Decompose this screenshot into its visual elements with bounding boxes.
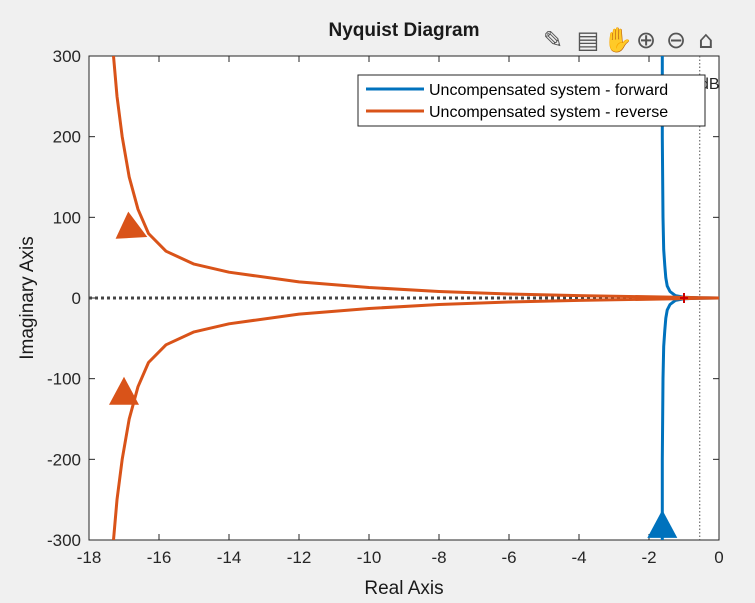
zoom-in-icon[interactable]: ⊕ (636, 26, 656, 54)
legend[interactable]: Uncompensated system - forward Uncompens… (357, 74, 706, 127)
x-tick-label: 0 (714, 548, 723, 567)
x-tick-label: -6 (501, 548, 516, 567)
x-tick-label: -12 (287, 548, 312, 567)
x-tick-label: -18 (77, 548, 102, 567)
series-forward-line[interactable] (660, 56, 719, 540)
direction-arrows (109, 211, 678, 538)
series-reverse-line[interactable] (112, 56, 720, 540)
y-tick-label: 200 (53, 128, 81, 147)
x-tick-label: -10 (357, 548, 382, 567)
y-tick-label: 0 (72, 289, 81, 308)
brush-icon[interactable]: ✎ (543, 26, 563, 54)
zoom-out-icon[interactable]: ⊖ (666, 26, 686, 54)
y-tick-label: 100 (53, 208, 81, 227)
datatip-icon[interactable]: ▤ (577, 26, 600, 54)
home-icon[interactable]: ⌂ (698, 26, 713, 54)
axis-ticks: -18 -16 -14 -12 -10 -8 -6 -4 -2 0 300 200 100 0 -100 -2… (47, 47, 724, 567)
y-axis-label: Imaginary Axis (17, 236, 38, 360)
series-group (112, 56, 720, 540)
y-tick-label: -200 (47, 450, 81, 469)
chart-title: Nyquist Diagram (329, 20, 480, 41)
critical-point-marker (680, 293, 688, 303)
x-tick-label: -8 (431, 548, 446, 567)
x-tick-label: -4 (571, 548, 586, 567)
direction-arrow (115, 211, 148, 239)
legend-item-reverse: Uncompensated system - reverse (429, 104, 668, 121)
direction-arrow (109, 376, 139, 405)
x-tick-label: -2 (641, 548, 656, 567)
direction-arrow (647, 509, 678, 538)
y-tick-label: -100 (47, 370, 81, 389)
x-tick-label: -14 (217, 548, 242, 567)
y-tick-label: -300 (47, 531, 81, 550)
y-tick-label: 300 (53, 47, 81, 66)
axes-toolbar: ✎ ▤ ✋ ⊕ ⊖ ⌂ (543, 26, 714, 54)
x-tick-label: -16 (147, 548, 172, 567)
x-axis-label: Real Axis (364, 578, 443, 599)
legend-item-forward: Uncompensated system - forward (429, 82, 668, 99)
pan-hand-icon[interactable]: ✋ (603, 26, 633, 54)
